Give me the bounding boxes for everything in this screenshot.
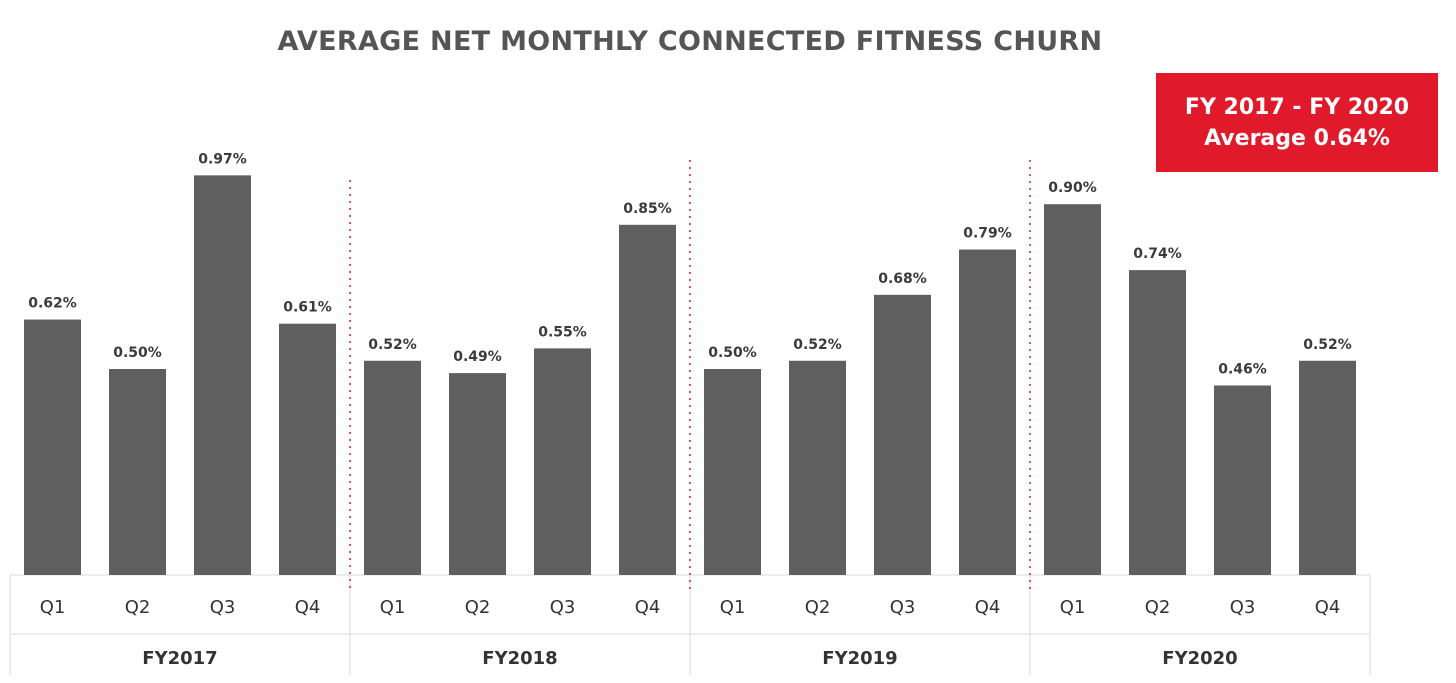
quarter-tick-label: Q4: [295, 597, 321, 618]
bar-fy2019-q4: [959, 249, 1016, 575]
data-label: 0.52%: [368, 337, 417, 353]
bar-fy2019-q3: [874, 294, 931, 575]
quarter-tick-label: Q4: [635, 597, 661, 618]
bar-fy2017-q2: [109, 369, 166, 575]
callout-line-1: FY 2017 - FY 2020: [1184, 94, 1410, 120]
data-label: 0.61%: [283, 300, 332, 316]
fiscal-year-label: FY2020: [1162, 648, 1237, 669]
fiscal-year-label: FY2017: [142, 648, 217, 669]
data-label: 0.85%: [623, 201, 672, 217]
quarter-tick-label: Q4: [975, 597, 1001, 618]
bar-fy2018-q2: [449, 373, 506, 575]
data-label: 0.97%: [198, 151, 247, 167]
quarter-tick-label: Q1: [720, 597, 746, 618]
quarter-tick-label: Q2: [1145, 597, 1171, 618]
quarter-tick-label: Q3: [1230, 597, 1256, 618]
data-label: 0.68%: [878, 271, 927, 287]
bar-fy2017-q3: [194, 175, 251, 576]
data-label: 0.79%: [963, 226, 1012, 242]
bar-fy2020-q4: [1299, 360, 1356, 575]
quarter-tick-label: Q3: [210, 597, 236, 618]
bar-fy2019-q1: [704, 369, 761, 575]
bar-fy2018-q4: [619, 224, 676, 576]
data-label: 0.55%: [538, 324, 587, 340]
quarter-tick-label: Q3: [890, 597, 916, 618]
bar-fy2020-q1: [1044, 204, 1101, 575]
quarter-tick-label: Q2: [125, 597, 151, 618]
bar-fy2018-q1: [364, 360, 421, 575]
data-label: 0.49%: [453, 349, 502, 365]
callout-line-2: Average 0.64%: [1204, 125, 1390, 151]
bar-fy2019-q2: [789, 360, 846, 575]
bar-fy2020-q3: [1214, 385, 1271, 575]
chart-title: AVERAGE NET MONTHLY CONNECTED FITNESS CH…: [277, 26, 1103, 57]
quarter-tick-label: Q3: [550, 597, 576, 618]
data-label: 0.50%: [708, 345, 757, 361]
quarter-tick-label: Q4: [1315, 597, 1341, 618]
data-label: 0.74%: [1133, 246, 1182, 262]
quarter-tick-label: Q1: [1060, 597, 1086, 618]
data-label: 0.52%: [793, 337, 842, 353]
fiscal-year-label: FY2018: [482, 648, 557, 669]
bar-fy2017-q1: [24, 319, 81, 575]
data-label: 0.46%: [1218, 361, 1267, 377]
quarter-tick-label: Q2: [805, 597, 831, 618]
bar-fy2018-q3: [534, 348, 591, 575]
data-label: 0.52%: [1303, 337, 1352, 353]
quarter-tick-label: Q2: [465, 597, 491, 618]
quarter-tick-label: Q1: [40, 597, 66, 618]
data-label: 0.50%: [113, 345, 162, 361]
quarter-tick-label: Q1: [380, 597, 406, 618]
data-label: 0.62%: [28, 296, 77, 312]
average-callout-box: FY 2017 - FY 2020 Average 0.64%: [1156, 73, 1438, 172]
data-label: 0.90%: [1048, 180, 1097, 196]
bar-fy2020-q2: [1129, 270, 1186, 575]
bar-fy2017-q4: [279, 323, 336, 575]
fiscal-year-label: FY2019: [822, 648, 897, 669]
